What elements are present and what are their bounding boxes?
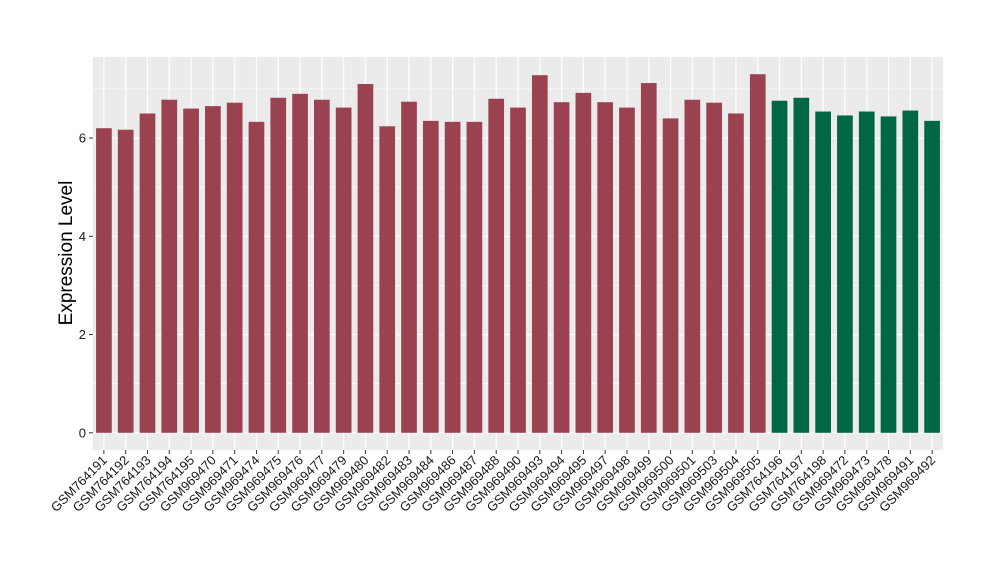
bar xyxy=(335,107,352,433)
bar xyxy=(640,83,657,433)
bar xyxy=(880,116,897,433)
bar xyxy=(619,107,635,433)
bar xyxy=(183,108,199,433)
bar xyxy=(597,102,614,433)
x-axis: GSM764191GSM764192GSM764193GSM764194GSM7… xyxy=(48,450,938,515)
y-tick-label: 6 xyxy=(79,131,86,146)
y-tick-label: 0 xyxy=(79,425,86,440)
bar xyxy=(575,92,592,433)
bar xyxy=(902,110,919,433)
bar xyxy=(749,74,766,433)
bar xyxy=(837,115,853,433)
bar xyxy=(510,107,526,433)
y-tick-label: 4 xyxy=(79,229,86,244)
bar xyxy=(662,118,679,433)
y-axis-title: Expression Level xyxy=(56,181,77,326)
bar xyxy=(270,97,287,433)
bar xyxy=(706,102,722,433)
bar xyxy=(793,97,810,433)
bar xyxy=(488,98,505,433)
bar xyxy=(728,113,744,433)
bars xyxy=(96,74,940,433)
bar xyxy=(139,113,156,433)
bar xyxy=(466,121,483,433)
bar xyxy=(248,121,265,433)
bar xyxy=(531,75,548,433)
bar xyxy=(858,111,875,433)
bar xyxy=(205,106,221,433)
bar xyxy=(161,99,178,433)
bar xyxy=(553,102,570,433)
bar xyxy=(444,121,461,433)
y-tick-label: 2 xyxy=(79,327,86,342)
bar xyxy=(924,120,940,433)
bar xyxy=(379,126,396,433)
bar xyxy=(401,101,417,433)
bar xyxy=(292,93,308,433)
bar xyxy=(815,111,831,433)
bar xyxy=(422,120,439,433)
y-axis: 0 2 4 6 xyxy=(79,131,93,440)
bar xyxy=(357,84,374,433)
bar xyxy=(96,128,112,433)
bar xyxy=(226,102,243,433)
bar xyxy=(771,100,788,433)
bar xyxy=(314,99,330,433)
bar xyxy=(684,99,701,433)
bar xyxy=(117,129,134,433)
